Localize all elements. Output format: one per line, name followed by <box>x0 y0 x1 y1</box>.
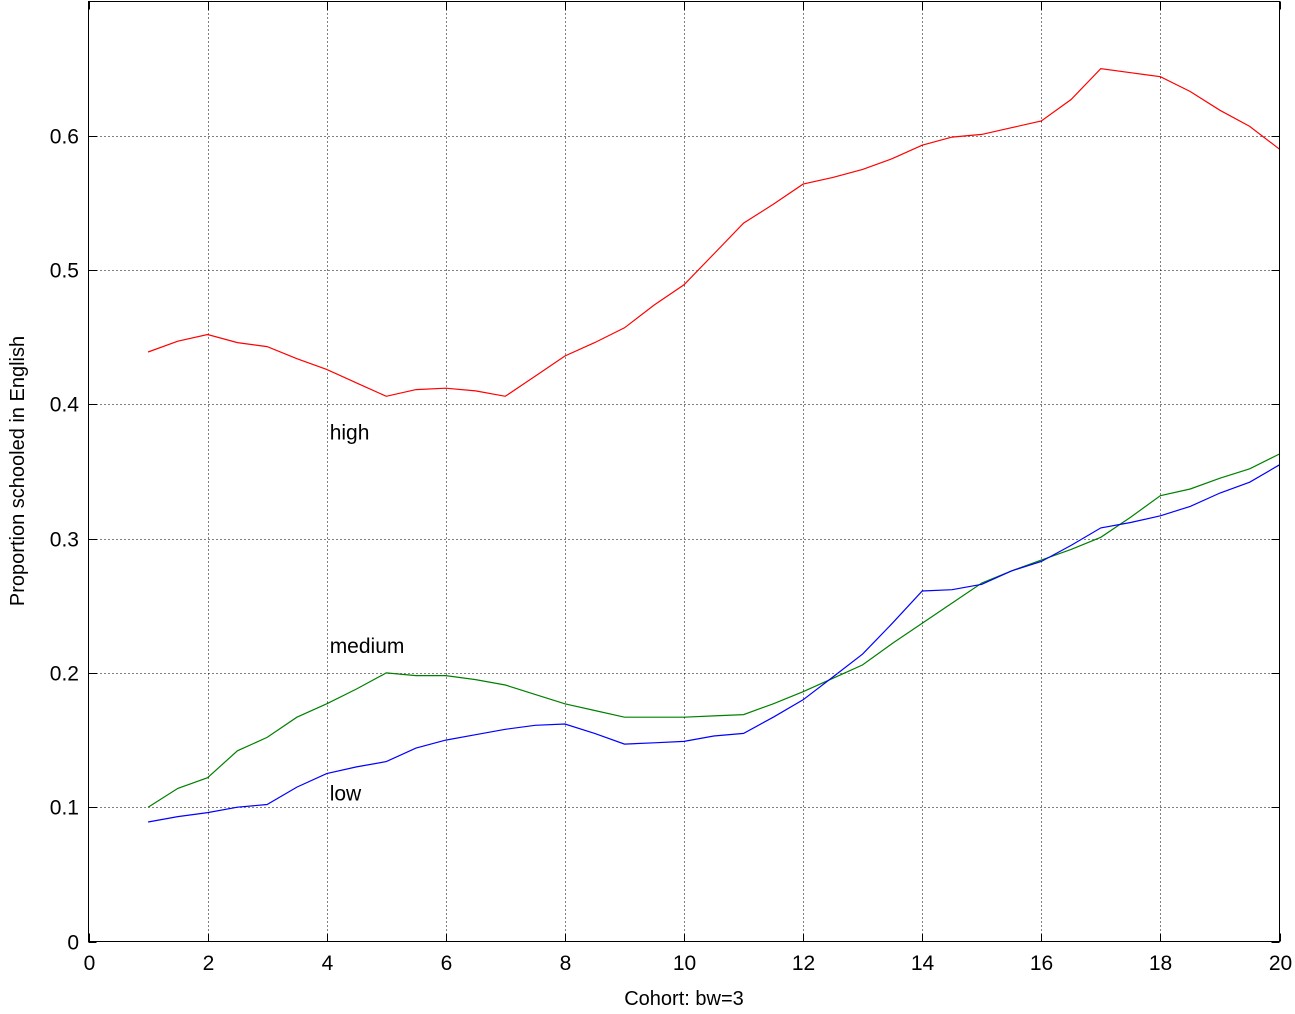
x-tick-label: 16 <box>1030 952 1053 975</box>
series-label-low: low <box>330 783 362 806</box>
x-tick-label: 10 <box>673 952 696 975</box>
y-tick-label: 0.1 <box>50 797 79 820</box>
y-tick-label: 0.4 <box>50 394 80 417</box>
grid-lines <box>88 1 1280 942</box>
x-tick-label: 14 <box>911 952 935 975</box>
x-tick-label: 12 <box>792 952 815 975</box>
axis-ticks: 0 2 4 6 8 10 12 14 16 18 20 0 0.1 0.2 0.3 0.4 0.5 0.6 <box>50 1 1292 975</box>
x-tick-label: 20 <box>1269 952 1292 975</box>
series-lines <box>147 67 1280 823</box>
x-axis-label: Cohort: bw=3 <box>624 988 744 1010</box>
series-label-medium: medium <box>330 635 405 658</box>
y-tick-label: 0 <box>67 932 79 955</box>
y-tick-label: 0.2 <box>50 663 79 686</box>
x-tick-label: 0 <box>84 952 96 975</box>
x-tick-label: 6 <box>441 952 453 975</box>
series-line-low <box>147 464 1280 823</box>
series-label-high: high <box>330 421 370 444</box>
plot-area-frame <box>88 1 1280 942</box>
x-tick-label: 8 <box>560 952 572 975</box>
y-axis-label: Proportion schooled in English <box>7 336 29 606</box>
x-tick-label: 4 <box>322 952 334 975</box>
series-labels: high medium low <box>330 421 405 805</box>
y-tick-label: 0.5 <box>50 260 79 283</box>
series-line-high <box>147 67 1280 397</box>
x-tick-label: 2 <box>203 952 215 975</box>
x-tick-label: 18 <box>1149 952 1172 975</box>
y-tick-label: 0.6 <box>50 126 79 149</box>
series-line-medium <box>147 453 1280 808</box>
y-tick-label: 0.3 <box>50 529 79 552</box>
